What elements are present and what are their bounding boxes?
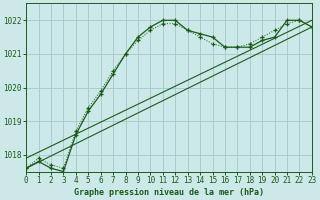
X-axis label: Graphe pression niveau de la mer (hPa): Graphe pression niveau de la mer (hPa) bbox=[74, 188, 264, 197]
